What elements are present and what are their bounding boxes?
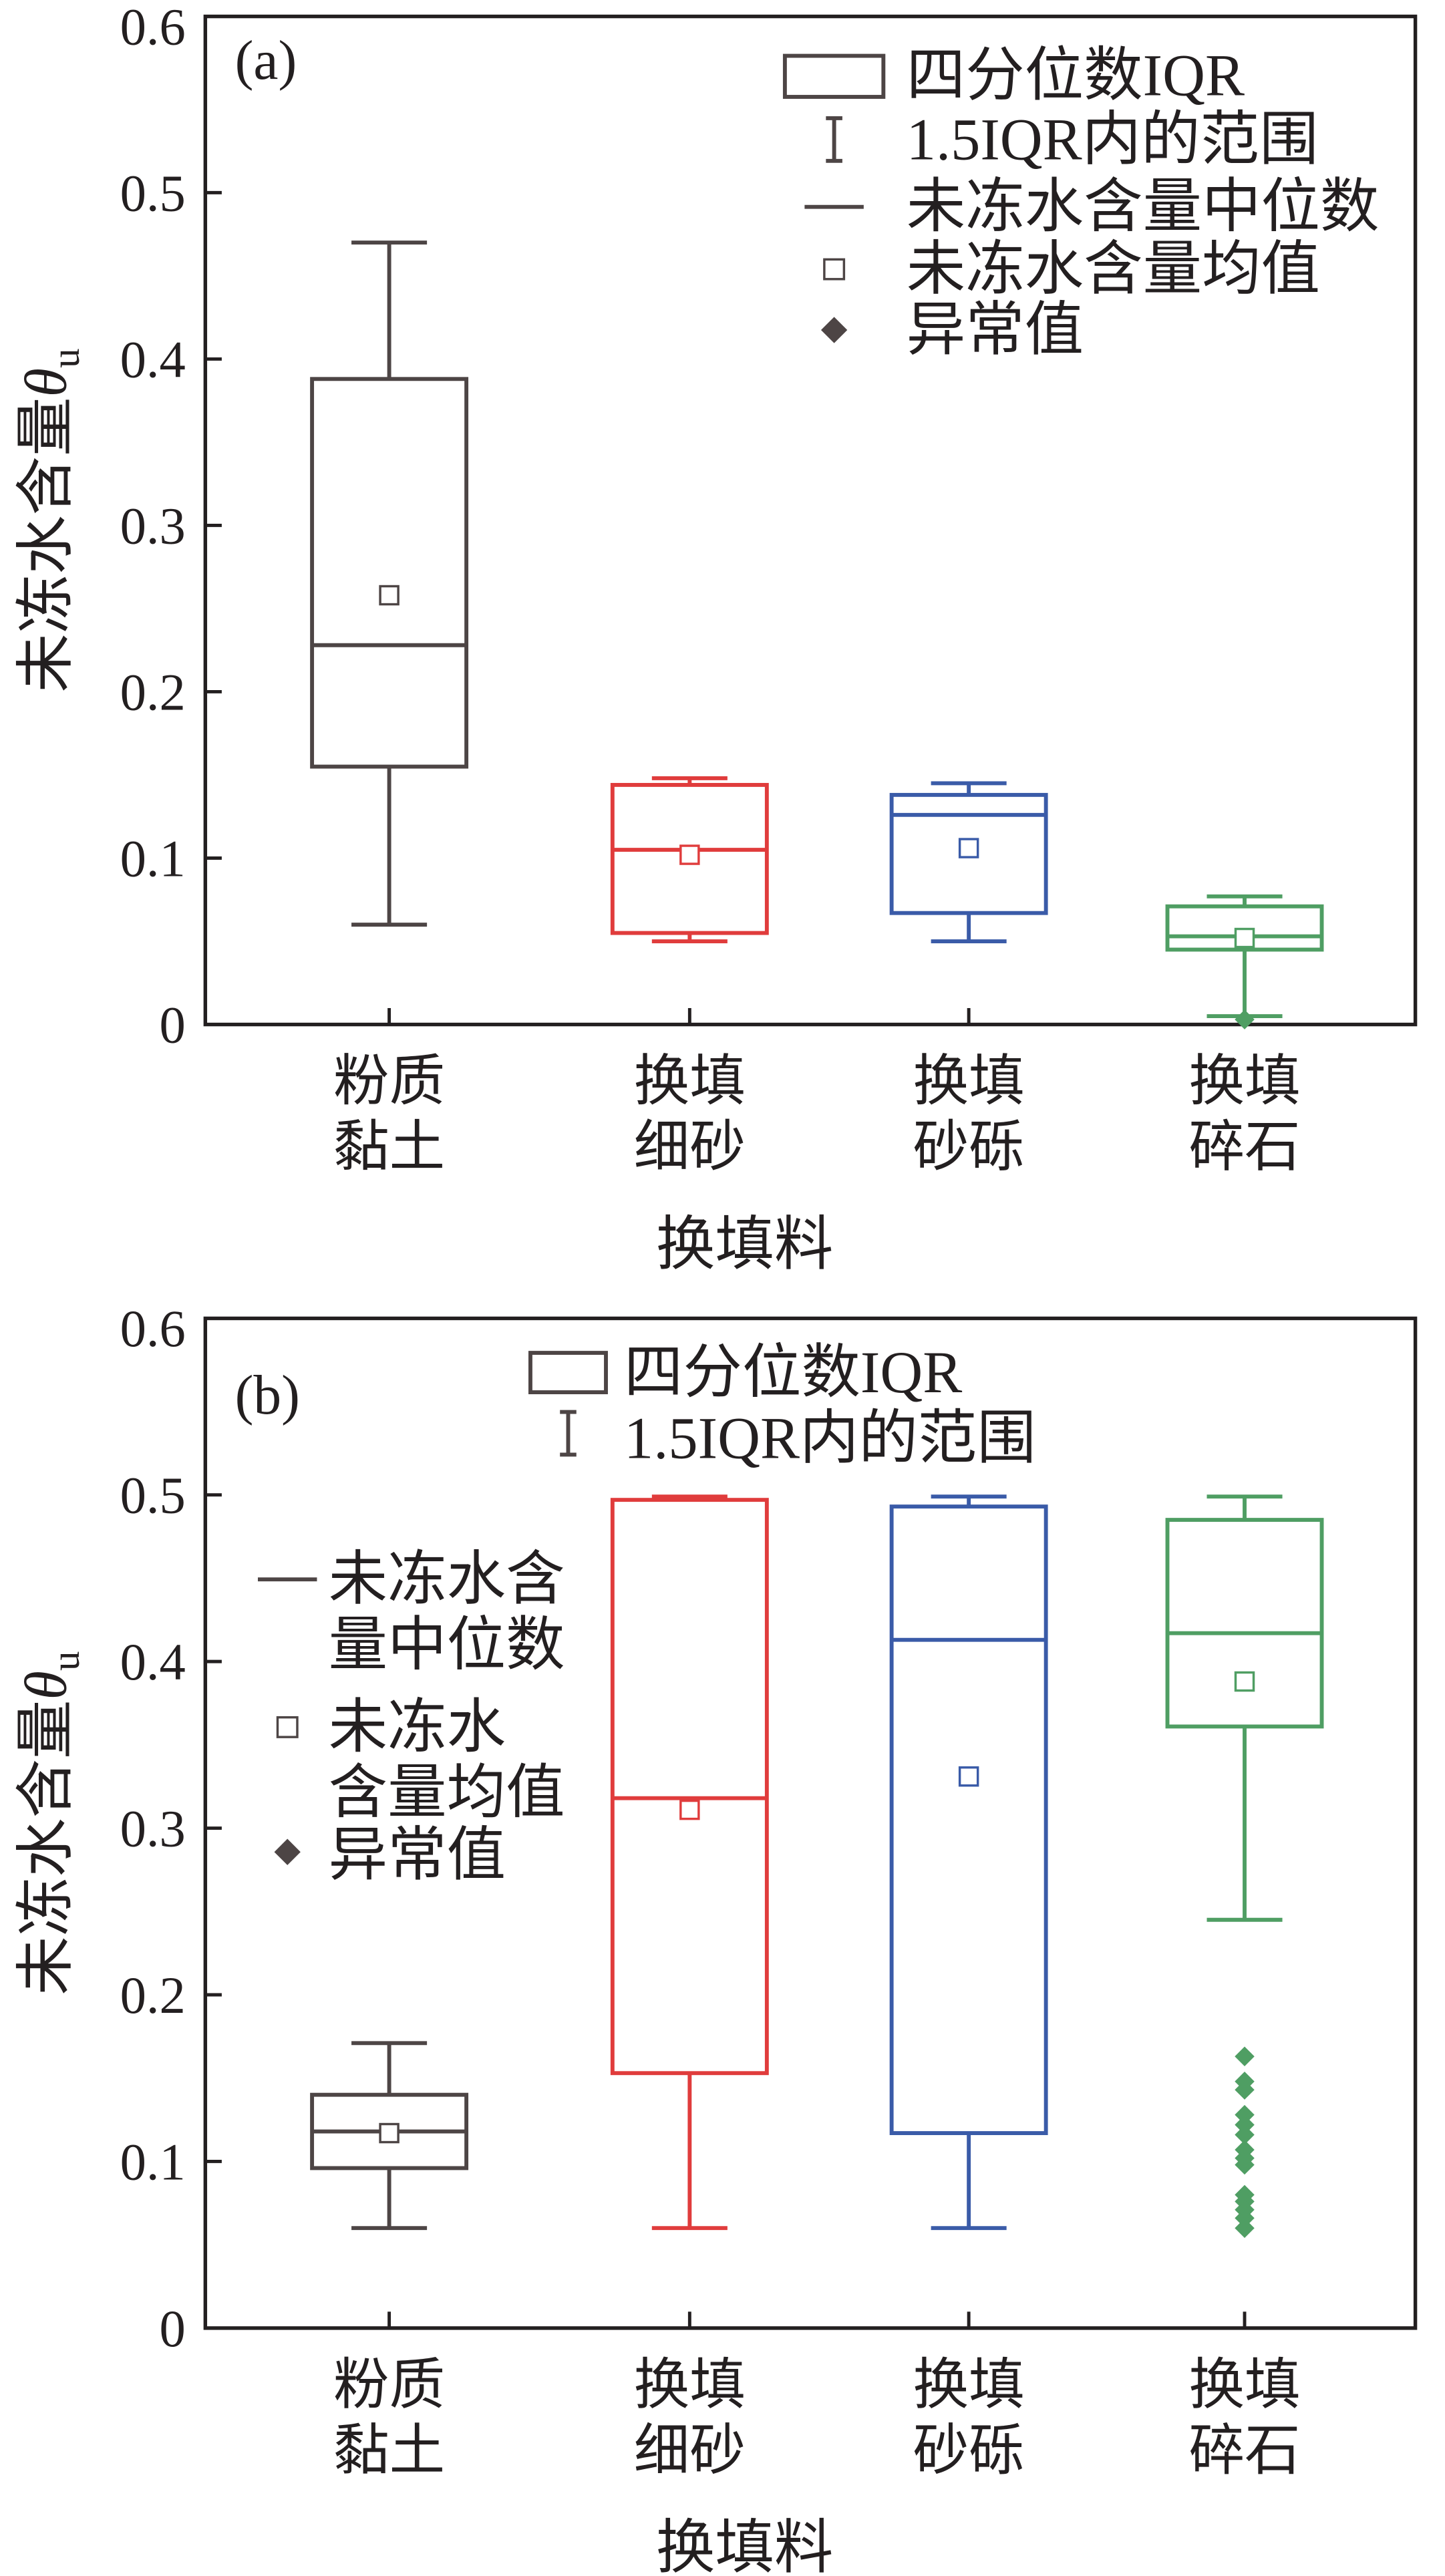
outlier-marker	[1235, 2046, 1255, 2067]
legend-outlier-icon	[820, 317, 848, 343]
y-tick-label: 0.4	[120, 331, 186, 389]
y-tick-label: 0.4	[120, 1633, 186, 1692]
box-silty_clay	[310, 240, 469, 927]
x-category-label: 砂砾	[913, 2420, 1025, 2482]
x-category-label: 换填	[913, 1052, 1025, 1113]
legend-label: 未冻水含	[329, 1547, 565, 1613]
y-tick-label: 0.5	[120, 1467, 186, 1525]
plot-frame	[203, 1316, 1418, 2330]
mean-marker	[958, 1766, 979, 1787]
legend-label: 量中位数	[329, 1613, 565, 1678]
mean-marker	[958, 838, 979, 858]
iqr-box	[610, 782, 769, 935]
x-category-label: 粉质	[333, 2355, 445, 2416]
mean-marker	[1234, 927, 1255, 949]
y-axis-label-subscript: u	[43, 1651, 88, 1671]
legend-label: 异常值	[907, 297, 1084, 363]
x-category-label: 换填	[1188, 2355, 1300, 2416]
mean-marker	[379, 2122, 399, 2144]
mean-marker	[1234, 1671, 1255, 1692]
iqr-box	[310, 377, 469, 769]
box-gravel_sand	[889, 1494, 1048, 2231]
outlier-marker	[1235, 2124, 1255, 2145]
outlier-marker	[1235, 2104, 1255, 2125]
outlier-marker	[1235, 2114, 1255, 2135]
iqr-box	[1165, 904, 1324, 952]
legend-outlier-icon	[274, 1838, 301, 1865]
legend-mean-icon	[276, 1716, 299, 1738]
y-tick-label: 0	[160, 2300, 186, 2358]
y-axis-label-subscript: u	[43, 348, 88, 367]
y-tick-label: 0.2	[120, 1967, 186, 2025]
legend-label: 1.5IQR内的范围	[907, 107, 1319, 172]
outlier-marker	[1235, 2154, 1255, 2175]
panel-a: 00.10.20.30.40.50.6粉质黏土换填细砂换填砂砾换填碎石换填料未冻…	[13, 0, 1418, 1277]
panel-label: (a)	[235, 30, 297, 92]
iqr-box	[610, 1498, 769, 2076]
outlier-marker	[1235, 2218, 1255, 2238]
legend-box-icon	[782, 53, 886, 99]
box-gravel_sand	[889, 781, 1048, 943]
legend-label: 未冻水含量中位数	[907, 174, 1380, 240]
legend-label: 含量均值	[329, 1760, 565, 1826]
outlier-marker	[1235, 2208, 1255, 2229]
x-category-label: 细砂	[634, 2420, 746, 2482]
mean-marker	[679, 844, 700, 865]
mean-marker	[679, 1799, 700, 1820]
y-tick-label: 0.1	[120, 830, 186, 889]
y-tick-label: 0.1	[120, 2133, 186, 2191]
y-axis-label-symbol: θ	[13, 1671, 79, 1700]
x-category-label: 砂砾	[913, 1117, 1025, 1178]
y-tick-label: 0.3	[120, 1800, 186, 1859]
y-tick-label: 0.6	[120, 0, 186, 56]
y-axis-label-main: 未冻水含量	[13, 1700, 79, 1995]
box-fine_sand	[610, 1494, 769, 2231]
panel-label: (b)	[235, 1365, 300, 1426]
box-crushed_stone	[1165, 894, 1324, 1029]
box-crushed_stone	[1165, 1494, 1324, 2238]
legend-label: 四分位数IQR	[907, 43, 1245, 109]
y-tick-label: 0	[160, 997, 186, 1055]
legend-label: 未冻水	[329, 1695, 506, 1760]
x-axis-label: 换填料	[656, 1212, 833, 1277]
legend-label: 1.5IQR内的范围	[624, 1406, 1036, 1471]
plot-frame	[203, 14, 1418, 1027]
y-axis-label: 未冻水含量θu	[13, 1651, 88, 1995]
x-category-label: 换填	[913, 2355, 1025, 2416]
y-tick-label: 0.6	[120, 1300, 186, 1358]
legend-box-icon	[528, 1351, 608, 1395]
y-tick-label: 0.2	[120, 664, 186, 722]
legend-label: 未冻水含量均值	[907, 237, 1320, 303]
y-axis-label: 未冻水含量θu	[13, 348, 88, 692]
x-category-label: 换填	[1188, 1052, 1300, 1113]
legend-label: 四分位数IQR	[624, 1340, 962, 1406]
mean-marker	[379, 585, 399, 606]
panel-b: 00.10.20.30.40.50.6粉质黏土换填细砂换填砂砾换填碎石换填料未冻…	[13, 1300, 1418, 2576]
y-axis-label-symbol: θ	[13, 368, 79, 397]
x-category-label: 黏土	[333, 1117, 445, 1178]
y-axis-label-main: 未冻水含量	[13, 397, 79, 692]
x-category-label: 换填	[634, 1052, 746, 1113]
y-tick-label: 0.3	[120, 497, 186, 555]
iqr-box	[1165, 1518, 1324, 1729]
x-category-label: 换填	[634, 2355, 746, 2416]
y-tick-label: 0.5	[120, 164, 186, 222]
outlier-marker	[1235, 1009, 1255, 1029]
x-category-label: 碎石	[1188, 2420, 1300, 2482]
x-category-label: 碎石	[1188, 1117, 1300, 1178]
x-category-label: 黏土	[333, 2420, 445, 2482]
x-category-label: 细砂	[634, 1117, 746, 1178]
legend-mean-icon	[823, 258, 846, 281]
x-axis-label: 换填料	[656, 2516, 833, 2576]
iqr-box	[889, 1504, 1048, 2135]
box-silty_clay	[310, 2041, 469, 2231]
iqr-box	[889, 792, 1048, 915]
legend-label: 异常值	[329, 1823, 506, 1889]
x-category-label: 粉质	[333, 1052, 445, 1113]
box-fine_sand	[610, 776, 769, 943]
